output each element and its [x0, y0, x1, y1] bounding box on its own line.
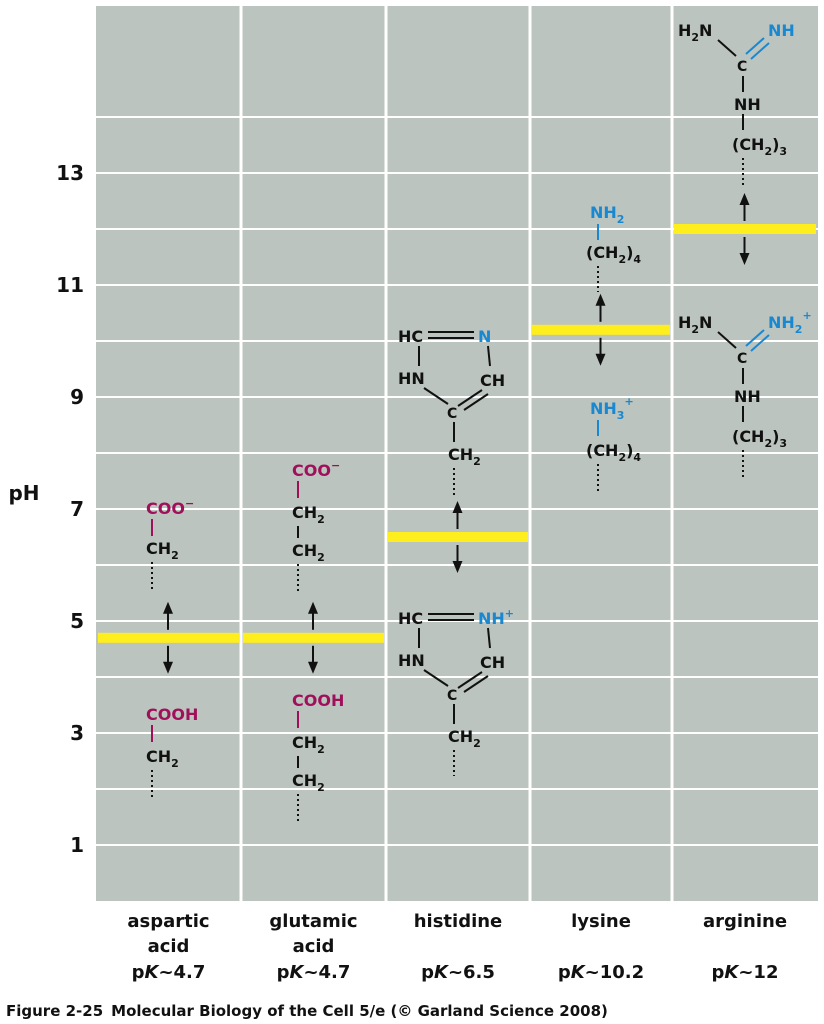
- amino-acid-name: aspartic: [127, 911, 209, 932]
- histidine-lower-structure: HC NH+ HN CH C CH2: [398, 607, 514, 776]
- arrowhead-up: [163, 601, 173, 614]
- svg-text:NH: NH: [734, 387, 761, 406]
- glutamic-acid-upper-structure: COO− CH2 CH2: [292, 459, 340, 592]
- svg-text:C: C: [737, 59, 747, 75]
- y-tick-label: 7: [70, 497, 84, 521]
- pk-value-label: pK~4.7: [132, 962, 206, 983]
- svg-text:H2N: H2N: [678, 21, 712, 44]
- y-tick-label: 5: [70, 609, 84, 633]
- arrowhead-down: [452, 561, 463, 573]
- svg-text:H2N: H2N: [678, 313, 712, 336]
- amino-acid-name: histidine: [414, 911, 503, 932]
- svg-text:(CH2)3: (CH2)3: [732, 135, 787, 158]
- column-labels: aspartic acid pK~4.7 glutamic acid pK~4.7 hist…: [127, 911, 787, 983]
- svg-text:(CH2)4: (CH2)4: [586, 243, 641, 266]
- svg-text:NH3+: NH3+: [590, 395, 634, 422]
- svg-text:HC: HC: [398, 609, 423, 628]
- svg-text:NH: NH: [768, 21, 795, 40]
- svg-text:COO−: COO−: [146, 497, 194, 518]
- svg-text:CH2: CH2: [448, 727, 481, 750]
- svg-text:NH+: NH+: [478, 607, 514, 628]
- aspartic-acid-upper-structure: COO− CH2: [146, 497, 194, 590]
- y-axis-label: pH: [8, 481, 39, 505]
- lysine-upper-structure: NH2 (CH2)4: [586, 203, 641, 292]
- svg-text:C: C: [447, 688, 457, 704]
- svg-text:CH2: CH2: [292, 733, 325, 756]
- pk-line: [532, 324, 670, 335]
- svg-text:N: N: [478, 327, 491, 346]
- pk-value-label: pK~4.7: [277, 962, 351, 983]
- svg-text:CH: CH: [480, 371, 505, 390]
- svg-text:HC: HC: [398, 327, 423, 346]
- pk-lines: [98, 193, 816, 674]
- svg-text:CH2: CH2: [292, 541, 325, 564]
- svg-text:CH2: CH2: [448, 445, 481, 468]
- pk-line: [243, 632, 384, 643]
- svg-text:CH2: CH2: [292, 503, 325, 526]
- svg-text:CH: CH: [480, 653, 505, 672]
- svg-text:CH2: CH2: [146, 539, 179, 562]
- amino-acid-name: lysine: [571, 911, 631, 932]
- caption-text: Molecular Biology of the Cell 5/e (© Gar…: [111, 1002, 608, 1020]
- svg-text:(CH2)4: (CH2)4: [586, 441, 641, 464]
- y-tick-label: 3: [70, 721, 84, 745]
- svg-text:NH2: NH2: [590, 203, 624, 226]
- amino-acid-name: arginine: [703, 911, 787, 932]
- arrowhead-up: [452, 501, 463, 513]
- y-tick-label: 1: [70, 833, 84, 857]
- svg-text:(CH2)3: (CH2)3: [732, 427, 787, 450]
- svg-text:C: C: [447, 406, 457, 422]
- arrowhead-down: [595, 353, 606, 366]
- svg-text:HN: HN: [398, 369, 425, 388]
- amino-acid-name: acid: [293, 936, 335, 957]
- arginine-lower-structure: H2N NH2+ C NH (CH2)3: [678, 309, 812, 478]
- y-tick-label: 9: [70, 385, 84, 409]
- pk-value-label: pK~6.5: [421, 962, 495, 983]
- caption-figure-number: Figure 2-25: [6, 1002, 103, 1020]
- y-tick-label: 11: [56, 273, 84, 297]
- svg-text:NH2+: NH2+: [768, 309, 812, 336]
- aspartic-acid-lower-structure: COOH CH2: [146, 705, 198, 798]
- svg-text:COOH: COOH: [292, 691, 344, 710]
- pk-line: [98, 632, 239, 643]
- svg-text:HN: HN: [398, 651, 425, 670]
- pk-line: [674, 224, 816, 234]
- arrowhead-up: [595, 293, 606, 306]
- arrowhead-up: [308, 601, 318, 614]
- svg-text:NH: NH: [734, 95, 761, 114]
- arrowhead-down: [308, 661, 318, 674]
- y-tick-label: 13: [56, 161, 84, 185]
- glutamic-acid-lower-structure: COOH CH2 CH2: [292, 691, 344, 824]
- figure-caption: Figure 2-25 Molecular Biology of the Cell…: [6, 1002, 608, 1020]
- pk-value-label: pK~12: [712, 962, 779, 983]
- arrowhead-down: [163, 661, 173, 674]
- histidine-upper-structure: HC N HN CH C CH2: [398, 327, 505, 496]
- arrowhead-down: [739, 253, 750, 265]
- pk-value-label: pK~10.2: [558, 962, 644, 983]
- svg-text:CH2: CH2: [146, 747, 179, 770]
- svg-text:C: C: [737, 351, 747, 367]
- svg-text:COOH: COOH: [146, 705, 198, 724]
- lysine-lower-structure: NH3+ (CH2)4: [586, 395, 641, 492]
- amino-acid-name: acid: [148, 936, 190, 957]
- pk-line: [388, 532, 528, 542]
- arrowhead-up: [739, 193, 750, 205]
- svg-text:COO−: COO−: [292, 459, 340, 480]
- arginine-upper-structure: H2N NH C NH (CH2)3: [678, 21, 795, 186]
- amino-acid-name: glutamic: [269, 911, 357, 932]
- svg-text:CH2: CH2: [292, 771, 325, 794]
